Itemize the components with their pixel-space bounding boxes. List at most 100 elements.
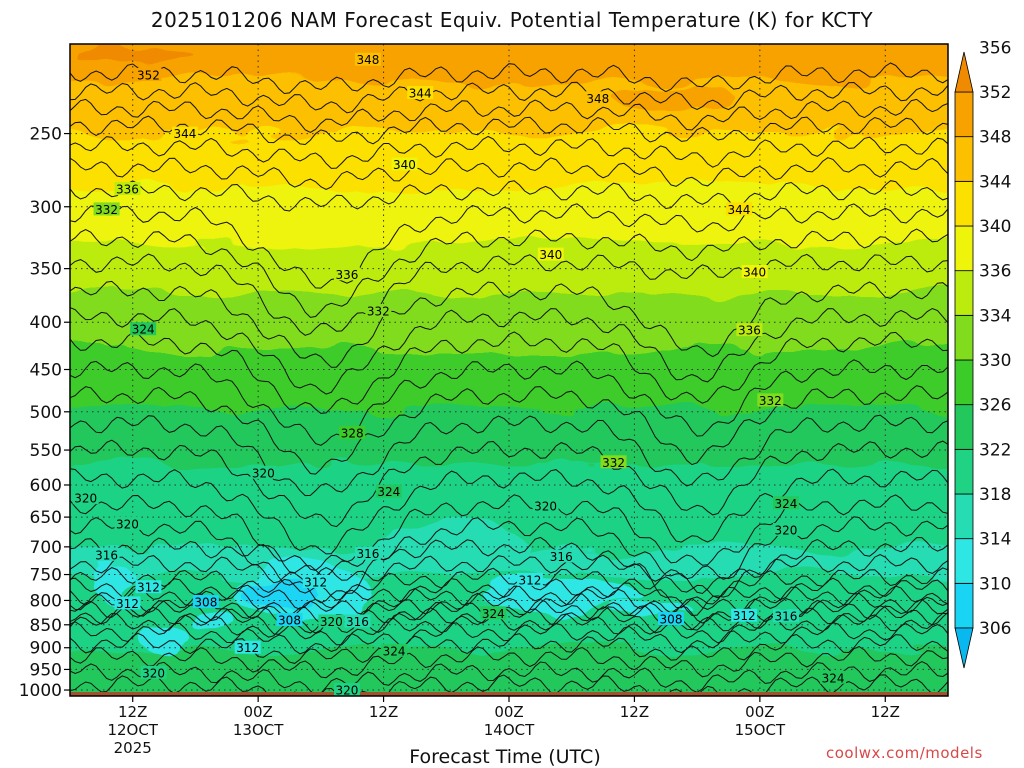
contour-label-text: 324 xyxy=(482,607,505,621)
contour-label: 328 xyxy=(339,425,366,440)
colorbar-label: 314 xyxy=(979,530,1011,550)
y-tick-label: 300 xyxy=(30,198,62,218)
contour-label: 320 xyxy=(114,516,141,531)
credit-link[interactable]: coolwx.com/models xyxy=(826,744,983,762)
contour-label: 320 xyxy=(772,522,799,537)
colorbar-label: 322 xyxy=(979,440,1011,460)
contour-label-bg xyxy=(333,683,360,696)
colorbar-segment xyxy=(954,136,974,182)
contour-label-text: 312 xyxy=(518,573,541,587)
contour-label-text: 308 xyxy=(278,614,301,628)
contour-label-bg xyxy=(480,606,507,620)
colorbar-label: 326 xyxy=(979,396,1011,416)
contour-label: 312 xyxy=(234,640,261,655)
contour-label: 324 xyxy=(772,496,799,511)
contour-label: 340 xyxy=(537,247,564,262)
x-tick-label: 00Z xyxy=(243,703,272,721)
colorbar-label: 334 xyxy=(979,306,1011,326)
contour-label-bg xyxy=(391,157,418,171)
x-tick-label: 12Z xyxy=(871,703,900,721)
colorbar-label: 318 xyxy=(979,485,1011,505)
colorbar-segment xyxy=(954,493,974,540)
contour-label-bg xyxy=(741,265,768,279)
colorbar-segment xyxy=(954,314,974,361)
y-tick-label: 1000 xyxy=(19,681,62,701)
y-tick-label: 950 xyxy=(30,660,62,680)
contour-label: 316 xyxy=(344,614,371,629)
contour-label: 344 xyxy=(725,202,752,217)
y-tick-label: 750 xyxy=(30,566,62,586)
colorbar-label: 306 xyxy=(979,619,1011,639)
contour-label-bg xyxy=(820,670,847,684)
contour-label: 320 xyxy=(250,465,277,480)
contour-label: 312 xyxy=(302,574,329,589)
contour-label-bg xyxy=(354,546,381,560)
contour-label: 312 xyxy=(516,572,543,587)
contour-label-bg xyxy=(72,491,99,505)
x-tick-label: 00Z xyxy=(494,703,523,721)
y-tick-label: 350 xyxy=(30,260,62,280)
x-tick-label: 00Z xyxy=(745,703,774,721)
chart-title: 2025101206 NAM Forecast Equiv. Potential… xyxy=(150,8,874,32)
contour-label-text: 308 xyxy=(660,613,683,627)
contour-label-text: 312 xyxy=(116,597,139,611)
contour-label: 320 xyxy=(318,614,345,629)
contour-label: 316 xyxy=(548,549,575,564)
colorbar: 306 310 314 318 322 326 330 334 336 340 344 348 352 3… xyxy=(954,38,1011,669)
contour-label-text: 336 xyxy=(738,324,761,338)
contour-label-text: 340 xyxy=(743,266,766,280)
x-tick-label: 12Z xyxy=(620,703,649,721)
contour-label-bg xyxy=(532,498,559,512)
contour-label-bg xyxy=(365,304,392,318)
colorbar-segment xyxy=(954,91,974,138)
colorbar-label: 330 xyxy=(979,351,1011,371)
colorbar-label: 340 xyxy=(979,217,1011,237)
colorbar-label: 352 xyxy=(979,83,1011,103)
contour-label-text: 336 xyxy=(116,182,139,196)
y-tick-label: 400 xyxy=(30,313,62,333)
contour-label: 340 xyxy=(391,157,418,172)
contour-label-bg xyxy=(171,126,198,140)
contour-label-bg xyxy=(135,580,162,594)
contour-label-bg xyxy=(407,86,434,100)
contour-label: 348 xyxy=(354,52,381,67)
contour-label: 312 xyxy=(731,608,758,623)
contour-label-bg xyxy=(302,574,329,588)
contour-label: 316 xyxy=(93,547,120,562)
contour-label-text: 332 xyxy=(367,305,390,319)
contour-label-text: 312 xyxy=(137,581,160,595)
contour-label: 308 xyxy=(192,594,219,609)
colorbar-segment xyxy=(954,404,974,450)
contour-label: 344 xyxy=(171,126,198,141)
contour-label-text: 308 xyxy=(194,595,217,609)
contour-label: 332 xyxy=(365,304,392,319)
colorbar-label: 310 xyxy=(979,574,1011,594)
x-tick-label: 12Z xyxy=(369,703,398,721)
contour-label-text: 316 xyxy=(356,547,379,561)
colorbar-segment xyxy=(954,538,974,584)
contour-label-bg xyxy=(192,594,219,608)
colorbar-label: 344 xyxy=(979,172,1011,192)
contour-label-bg xyxy=(114,596,141,610)
contour-label-bg xyxy=(375,484,402,498)
colorbar-arrow-high xyxy=(954,51,974,93)
contour-label: 320 xyxy=(140,665,167,680)
contour-label-text: 344 xyxy=(727,203,750,217)
colorbar-segment xyxy=(954,270,974,316)
y-tick-label: 800 xyxy=(30,591,62,611)
contour-label-text: 312 xyxy=(236,641,259,655)
x-tick-label: 13OCT xyxy=(233,721,284,739)
contour-label-bg xyxy=(135,67,162,81)
contour-label: 324 xyxy=(381,643,408,658)
contour-label-text: 348 xyxy=(356,53,379,67)
contour-label-text: 332 xyxy=(759,394,782,408)
contour-label-text: 324 xyxy=(132,323,155,337)
colorbar-segment xyxy=(954,448,974,495)
contour-label-bg xyxy=(731,608,758,622)
plot-area: 352 348 348 344 344 344 340 340 340 336 336 336 332 3… xyxy=(70,44,948,696)
contour-label-text: 324 xyxy=(822,671,845,685)
contour-label-bg xyxy=(772,496,799,510)
contour-label-text: 320 xyxy=(775,523,798,537)
contour-label-bg xyxy=(339,425,366,439)
